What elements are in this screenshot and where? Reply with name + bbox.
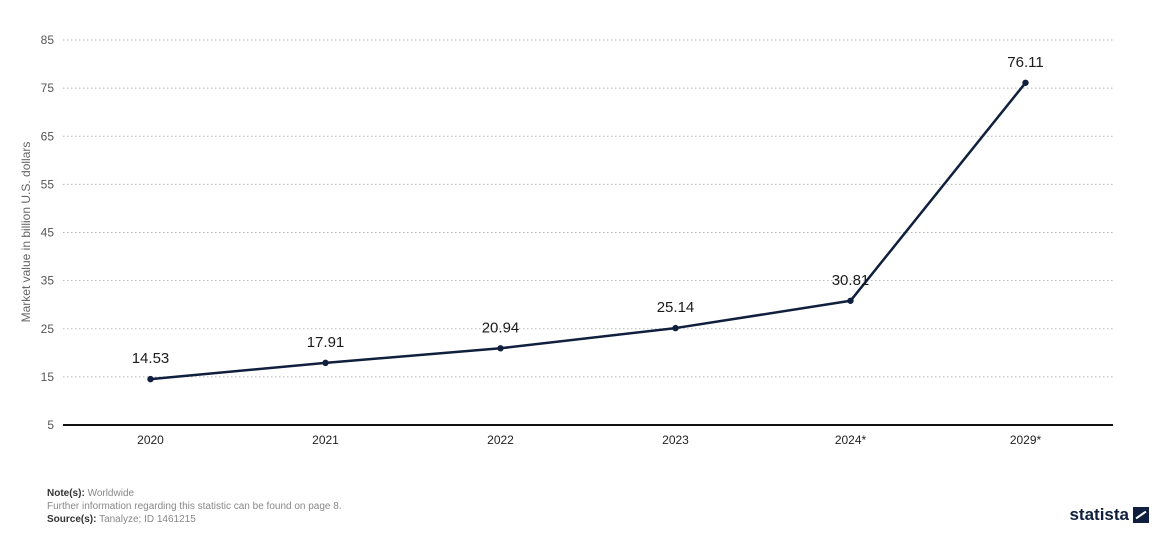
statista-logo-icon	[1133, 507, 1149, 523]
notes-line: Note(s): Worldwide	[47, 487, 342, 500]
data-point	[147, 375, 154, 383]
x-tick-label: 2023	[662, 433, 689, 447]
data-label: 20.94	[482, 319, 520, 336]
y-tick-label: 65	[41, 129, 55, 143]
y-tick-label: 15	[41, 370, 55, 384]
footer: Note(s): Worldwide Further information r…	[47, 487, 342, 526]
x-axis-ticks: 2020 2021 2022 2023 2024* 2029*	[137, 433, 1041, 447]
notes-label: Note(s):	[47, 488, 85, 499]
data-label: 30.81	[832, 272, 870, 289]
data-label: 17.91	[307, 334, 345, 351]
y-tick-label: 35	[41, 274, 55, 288]
y-tick-label: 45	[41, 226, 55, 240]
info-line: Further information regarding this stati…	[47, 501, 342, 512]
source-value: Tanalyze; ID 1461215	[99, 514, 196, 525]
data-point	[1022, 79, 1029, 86]
brand-name: statista	[1069, 505, 1129, 524]
data-point	[322, 359, 329, 367]
y-axis-ticks: 5 15 25 35 45 55 65 75 85	[41, 33, 55, 432]
y-tick-label: 55	[41, 177, 55, 191]
data-label: 14.53	[132, 350, 170, 367]
data-point	[497, 345, 504, 352]
y-tick-label: 25	[41, 322, 55, 336]
y-axis-label: Market value in billion U.S. dollars	[19, 142, 33, 323]
x-tick-label: 2022	[487, 433, 514, 447]
y-tick-label: 75	[41, 81, 55, 95]
data-labels: 14.53 17.91 20.94 25.14 30.81 76.11	[132, 54, 1044, 367]
x-tick-label: 2020	[137, 433, 164, 447]
y-tick-label: 85	[41, 33, 55, 47]
statista-brand[interactable]: statista	[1069, 505, 1149, 525]
data-points	[147, 79, 1029, 383]
data-label: 25.14	[657, 299, 695, 316]
y-tick-label: 5	[47, 418, 54, 432]
x-tick-label: 2024*	[835, 433, 867, 447]
notes-value: Worldwide	[87, 488, 135, 499]
gridlines	[63, 39, 1113, 378]
x-tick-label: 2029*	[1010, 433, 1042, 447]
data-point	[672, 324, 679, 332]
series-line	[150, 82, 1027, 381]
source-line: Source(s): Tanalyze; ID 1461215	[47, 513, 342, 526]
x-tick-label: 2021	[312, 433, 339, 447]
data-label: 76.11	[1007, 54, 1043, 71]
source-label: Source(s):	[47, 514, 97, 525]
data-point	[847, 297, 854, 304]
